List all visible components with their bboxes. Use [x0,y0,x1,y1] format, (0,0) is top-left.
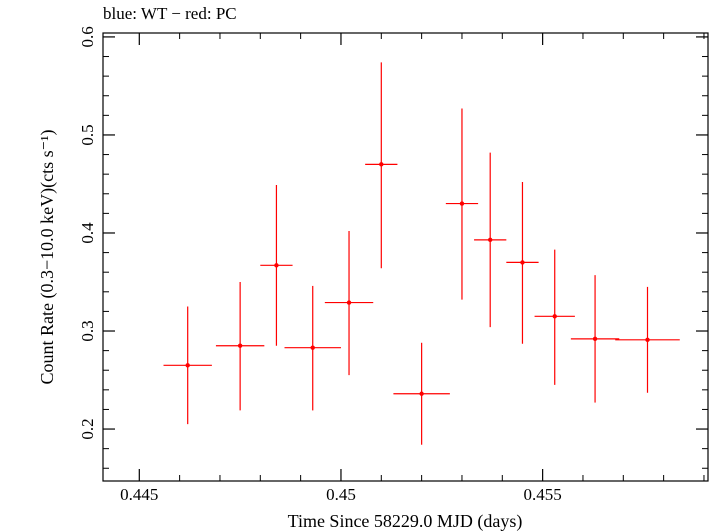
data-point [459,201,465,206]
data-point [419,391,424,396]
data-point [379,162,384,167]
plot-frame [102,32,709,482]
data-point [645,337,650,343]
data-point [346,300,352,305]
data-point [520,260,525,265]
chart-title: blue: WT − red: PC [103,4,237,23]
data-point [552,314,557,319]
data-point [185,363,190,368]
y-tick-label: 0.4 [78,222,97,244]
data-point [310,345,315,350]
data-point [237,343,243,348]
x-tick-label: 0.455 [524,485,562,504]
y-tick-label: 0.2 [78,418,97,439]
y-axis: 0.2 0.3 0.4 0.5 0.6 [78,26,708,469]
data-points [163,62,680,445]
y-axis-label: Count Rate (0.3−10.0 keV)(cts s⁻¹) [37,129,58,384]
x-tick-label: 0.45 [326,485,356,504]
data-point [488,237,493,243]
y-tick-label: 0.3 [78,320,97,341]
x-axis: 0.445 0.45 0.455 [120,33,705,504]
y-tick-label: 0.6 [78,26,97,47]
x-tick-label: 0.445 [120,485,158,504]
x-axis-label: Time Since 58229.0 MJD (days) [288,511,523,532]
data-point [274,263,279,268]
data-point [592,336,598,342]
y-tick-label: 0.5 [78,124,97,145]
